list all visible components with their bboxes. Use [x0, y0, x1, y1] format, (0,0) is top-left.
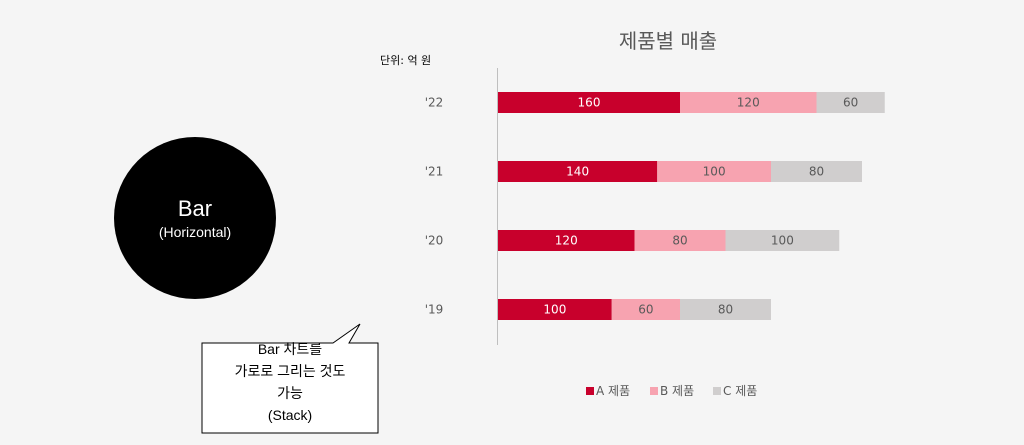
bar-segment: [498, 299, 612, 320]
category-label: '22: [425, 96, 444, 110]
bar-segment: [680, 92, 817, 113]
callout-line: (Stack): [267, 407, 313, 423]
data-label: 60: [638, 303, 653, 317]
chart-type-badge: Bar (Horizontal): [114, 137, 276, 299]
data-label: 100: [771, 234, 794, 248]
category-label: '21: [425, 165, 444, 179]
bar-segment: [725, 230, 840, 251]
callout-line: 가능: [277, 385, 303, 401]
data-label: 100: [703, 165, 726, 179]
bar-segment: [634, 230, 726, 251]
legend: A 제품 B 제품 C 제품: [586, 384, 757, 398]
bar-segment: [498, 230, 635, 251]
callout-line: 가로로 그리는 것도: [234, 363, 346, 379]
unit-label: 단위: 억 원: [380, 54, 431, 67]
category-label: '20: [425, 234, 444, 248]
bar-segment: [498, 161, 658, 182]
legend-label: A 제품: [596, 384, 630, 398]
callout-line: Bar 차트를: [257, 341, 323, 357]
data-label: 80: [809, 165, 824, 179]
bars-group: 160 120 60 140 100 80 120 80 100 100 60 80: [498, 92, 885, 320]
data-label: 120: [737, 96, 760, 110]
legend-swatch: [586, 387, 594, 395]
bar-segment: [816, 92, 885, 113]
category-labels: '22 '21 '20 '19: [425, 96, 444, 317]
bar-segment: [657, 161, 771, 182]
data-label: 60: [843, 96, 858, 110]
legend-swatch: [713, 387, 721, 395]
badge-subtitle: (Horizontal): [158, 224, 232, 240]
bar-segment: [498, 92, 680, 113]
data-label: 140: [566, 165, 589, 179]
data-label: 80: [718, 303, 733, 317]
data-label: 80: [672, 234, 687, 248]
bar-segment: [680, 299, 771, 320]
bar-segment: [611, 299, 680, 320]
chart-title: 제품별 매출: [619, 29, 717, 53]
data-label: 120: [555, 234, 578, 248]
bar-segment: [771, 161, 862, 182]
badge-title: Bar: [177, 196, 213, 221]
legend-label: C 제품: [723, 384, 757, 398]
callout-text: Bar 차트를 가로로 그리는 것도 가능 (Stack): [202, 338, 378, 426]
legend-label: B 제품: [660, 384, 694, 398]
legend-swatch: [650, 387, 658, 395]
data-label: 100: [543, 303, 566, 317]
category-label: '19: [425, 303, 444, 317]
data-label: 160: [578, 96, 601, 110]
